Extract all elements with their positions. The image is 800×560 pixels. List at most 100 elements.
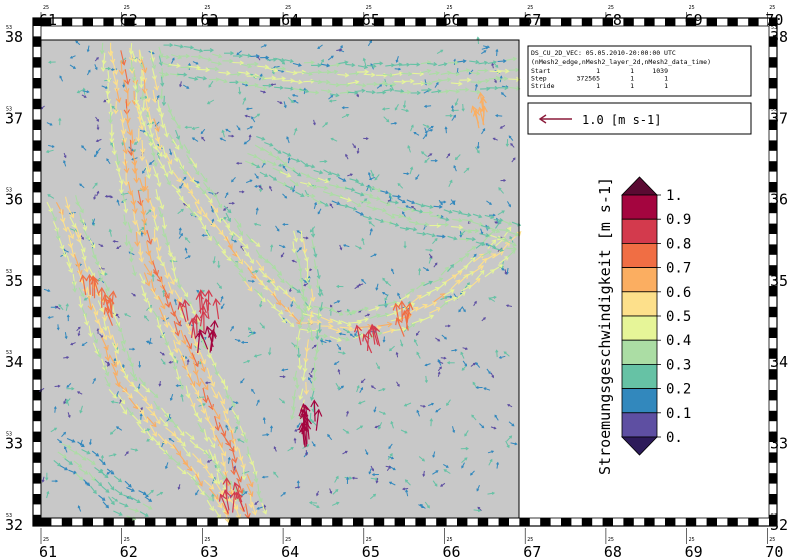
- current-vector: [285, 318, 295, 327]
- current-vector: [241, 54, 251, 57]
- current-vector-head: [107, 334, 113, 341]
- current-vector: [314, 350, 318, 361]
- current-vector-head: [464, 363, 468, 367]
- current-vector-head: [235, 420, 241, 426]
- current-vector-head: [506, 444, 510, 449]
- current-vector-head: [230, 469, 237, 476]
- current-vector-head: [87, 304, 94, 311]
- lon-tick-minutes: 25: [608, 537, 614, 543]
- current-vector-head: [398, 67, 402, 71]
- current-vector-head: [118, 69, 125, 76]
- current-vector: [289, 179, 299, 187]
- current-vector-head: [268, 151, 273, 156]
- current-vector: [291, 408, 296, 420]
- current-vector: [140, 59, 147, 73]
- current-vector: [79, 296, 82, 308]
- current-vector-head: [144, 280, 151, 287]
- current-vector-head: [330, 94, 334, 98]
- current-vector-head: [141, 230, 148, 236]
- current-vector-head: [133, 293, 136, 297]
- current-vector-head: [350, 173, 354, 177]
- current-vector: [152, 206, 156, 219]
- current-vector-head: [180, 393, 184, 398]
- lon-tick-label: 61: [39, 11, 57, 29]
- current-vector: [190, 193, 200, 204]
- current-vector-head: [109, 431, 114, 435]
- current-vector: [197, 68, 210, 71]
- current-vector: [266, 160, 277, 166]
- current-vector-head: [206, 353, 212, 359]
- current-vector-head: [291, 248, 297, 254]
- current-vector-head: [483, 317, 486, 320]
- current-vector: [307, 299, 312, 311]
- current-vector-head: [142, 170, 145, 174]
- current-vector: [179, 302, 187, 323]
- current-vector: [77, 452, 87, 461]
- frame-segment: [685, 18, 697, 26]
- current-vector-head: [128, 483, 132, 488]
- current-vector-head: [465, 87, 470, 92]
- current-vector: [154, 146, 163, 157]
- current-vector: [243, 260, 253, 271]
- current-vector-head: [296, 425, 300, 429]
- current-vector-head: [341, 106, 345, 110]
- current-vector-head: [98, 277, 104, 283]
- lon-tick-minutes: 25: [447, 5, 453, 11]
- current-vector-head: [424, 379, 428, 384]
- current-vector: [199, 218, 206, 230]
- current-vector: [122, 139, 127, 154]
- colorbar-segment: [621, 315, 658, 341]
- current-vector-head: [261, 136, 266, 141]
- current-vector: [355, 181, 364, 186]
- current-vector: [61, 443, 71, 449]
- current-vector: [370, 169, 374, 177]
- current-vector-head: [225, 394, 230, 400]
- current-vector: [148, 250, 153, 265]
- frame-segment: [769, 327, 777, 338]
- current-vector: [356, 385, 360, 393]
- current-vector-head: [142, 491, 147, 495]
- current-vector: [182, 460, 193, 471]
- current-vector: [412, 72, 424, 75]
- current-vector: [304, 301, 306, 312]
- current-vector: [195, 314, 198, 336]
- current-vector-head: [153, 85, 160, 91]
- current-vector-head: [244, 114, 248, 118]
- current-vector: [370, 477, 378, 480]
- current-vector-head: [255, 269, 259, 274]
- current-vector: [56, 228, 60, 240]
- current-vector-head: [395, 59, 399, 63]
- current-vector: [463, 167, 470, 174]
- current-vector: [88, 325, 92, 337]
- current-vector-head: [361, 83, 367, 88]
- current-vector-head: [282, 61, 286, 65]
- current-vector-head: [163, 322, 170, 329]
- current-vector-head: [186, 85, 190, 89]
- current-vector: [320, 340, 327, 344]
- lon-tick-label: 67: [523, 11, 541, 29]
- frame-border: [33, 18, 777, 526]
- current-vector: [301, 278, 307, 283]
- frame-segment: [269, 18, 281, 26]
- current-vector-head: [494, 414, 498, 418]
- frame-segment: [519, 18, 530, 26]
- current-vector: [292, 169, 301, 177]
- lat-tick-label: 33: [770, 435, 788, 453]
- current-vector-head: [131, 77, 137, 82]
- current-vector: [208, 437, 215, 448]
- current-vector-head: [374, 306, 380, 311]
- current-vector-head: [195, 61, 199, 65]
- current-vector-head: [449, 289, 455, 294]
- current-vector-head: [103, 99, 107, 103]
- current-vector-head: [256, 506, 260, 510]
- current-vector: [117, 394, 125, 404]
- current-vector-head: [280, 278, 285, 284]
- current-vector-head: [105, 98, 111, 104]
- current-vector-head: [278, 168, 284, 174]
- current-vector: [274, 67, 286, 70]
- current-vector-head: [306, 173, 311, 178]
- current-vector: [112, 305, 116, 317]
- frame-segment: [353, 18, 364, 26]
- current-vector-head: [120, 399, 126, 405]
- frame-corner: [33, 518, 41, 526]
